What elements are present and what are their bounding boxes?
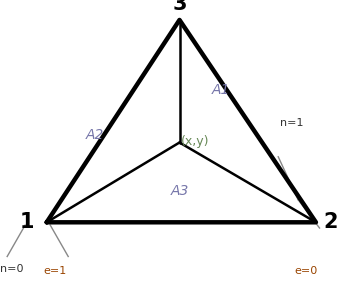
Text: A3: A3 — [170, 184, 189, 198]
Text: e=0: e=0 — [294, 266, 318, 276]
Text: n=0: n=0 — [0, 264, 23, 274]
Text: A2: A2 — [86, 128, 104, 142]
Text: A1: A1 — [211, 83, 230, 97]
Text: e=1: e=1 — [43, 266, 66, 276]
Text: 2: 2 — [323, 212, 337, 232]
Text: (x,y): (x,y) — [181, 135, 210, 148]
Text: n=1: n=1 — [280, 118, 303, 128]
Text: 3: 3 — [172, 0, 187, 14]
Text: 1: 1 — [20, 212, 34, 232]
